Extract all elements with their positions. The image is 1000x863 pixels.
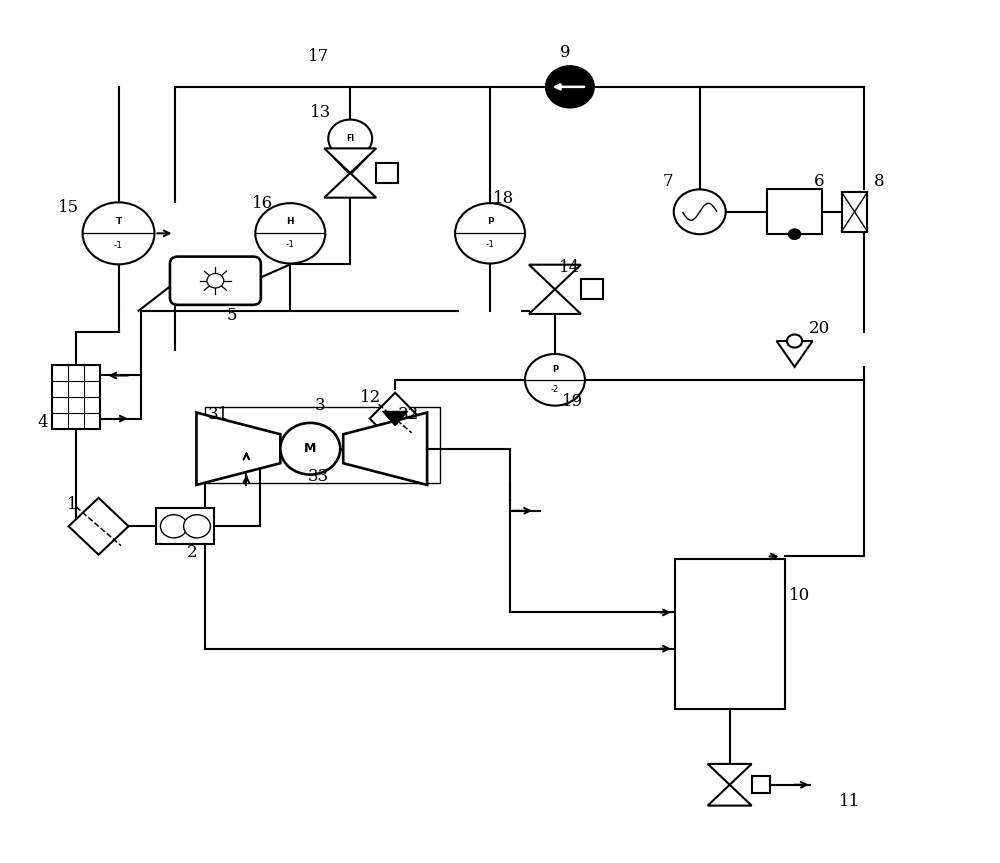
Text: 12: 12 — [360, 388, 381, 406]
Circle shape — [787, 335, 802, 348]
Polygon shape — [777, 341, 813, 367]
Text: 33: 33 — [308, 468, 329, 485]
Text: FI: FI — [346, 134, 354, 143]
Polygon shape — [324, 148, 376, 173]
Text: 3: 3 — [315, 397, 326, 414]
Text: 15: 15 — [58, 199, 79, 216]
Circle shape — [455, 203, 525, 263]
Text: H: H — [286, 217, 294, 226]
Polygon shape — [529, 289, 581, 314]
Text: 7: 7 — [662, 173, 673, 190]
Polygon shape — [529, 265, 581, 289]
Polygon shape — [708, 764, 752, 784]
Bar — [581, 280, 603, 299]
Circle shape — [525, 354, 585, 406]
Text: 6: 6 — [814, 173, 825, 190]
Polygon shape — [708, 784, 752, 806]
Circle shape — [207, 274, 224, 288]
Text: 31: 31 — [208, 406, 229, 423]
Circle shape — [674, 189, 726, 234]
Text: 1: 1 — [67, 496, 78, 513]
Text: 5: 5 — [227, 306, 238, 324]
Text: 10: 10 — [789, 587, 810, 604]
Text: 2: 2 — [187, 544, 198, 561]
Text: 32: 32 — [398, 406, 419, 423]
Circle shape — [280, 423, 340, 475]
Text: -1: -1 — [114, 241, 123, 249]
Circle shape — [789, 229, 801, 239]
Polygon shape — [324, 173, 376, 198]
Circle shape — [83, 202, 154, 264]
Text: 16: 16 — [252, 195, 273, 211]
Bar — [752, 776, 770, 793]
Circle shape — [184, 514, 210, 538]
Text: -1: -1 — [286, 240, 295, 249]
Text: 19: 19 — [562, 393, 583, 410]
Polygon shape — [196, 413, 280, 485]
Text: 13: 13 — [310, 104, 331, 121]
Bar — [675, 558, 785, 709]
Bar — [376, 163, 398, 183]
Text: P: P — [487, 217, 493, 226]
Text: 17: 17 — [308, 48, 329, 66]
Bar — [52, 365, 100, 430]
Text: 20: 20 — [809, 319, 830, 337]
Text: -1: -1 — [486, 240, 495, 249]
Polygon shape — [69, 498, 129, 555]
Text: 11: 11 — [839, 793, 860, 810]
Text: P: P — [552, 366, 558, 375]
FancyBboxPatch shape — [170, 256, 261, 305]
Bar — [767, 189, 822, 234]
Polygon shape — [343, 413, 427, 485]
Polygon shape — [383, 412, 408, 425]
Bar — [205, 407, 440, 483]
Circle shape — [255, 203, 325, 263]
Text: M: M — [304, 442, 316, 455]
Circle shape — [328, 120, 372, 158]
Polygon shape — [334, 158, 367, 174]
Text: T: T — [115, 217, 122, 226]
Text: 14: 14 — [559, 259, 581, 276]
Text: 8: 8 — [874, 173, 885, 190]
Text: -2: -2 — [551, 385, 559, 394]
Text: 18: 18 — [493, 191, 515, 207]
Bar — [156, 508, 214, 545]
Circle shape — [546, 66, 594, 108]
Circle shape — [160, 514, 187, 538]
Bar — [842, 192, 867, 231]
Text: 4: 4 — [37, 414, 48, 432]
Polygon shape — [370, 393, 421, 444]
Text: 9: 9 — [560, 44, 570, 61]
